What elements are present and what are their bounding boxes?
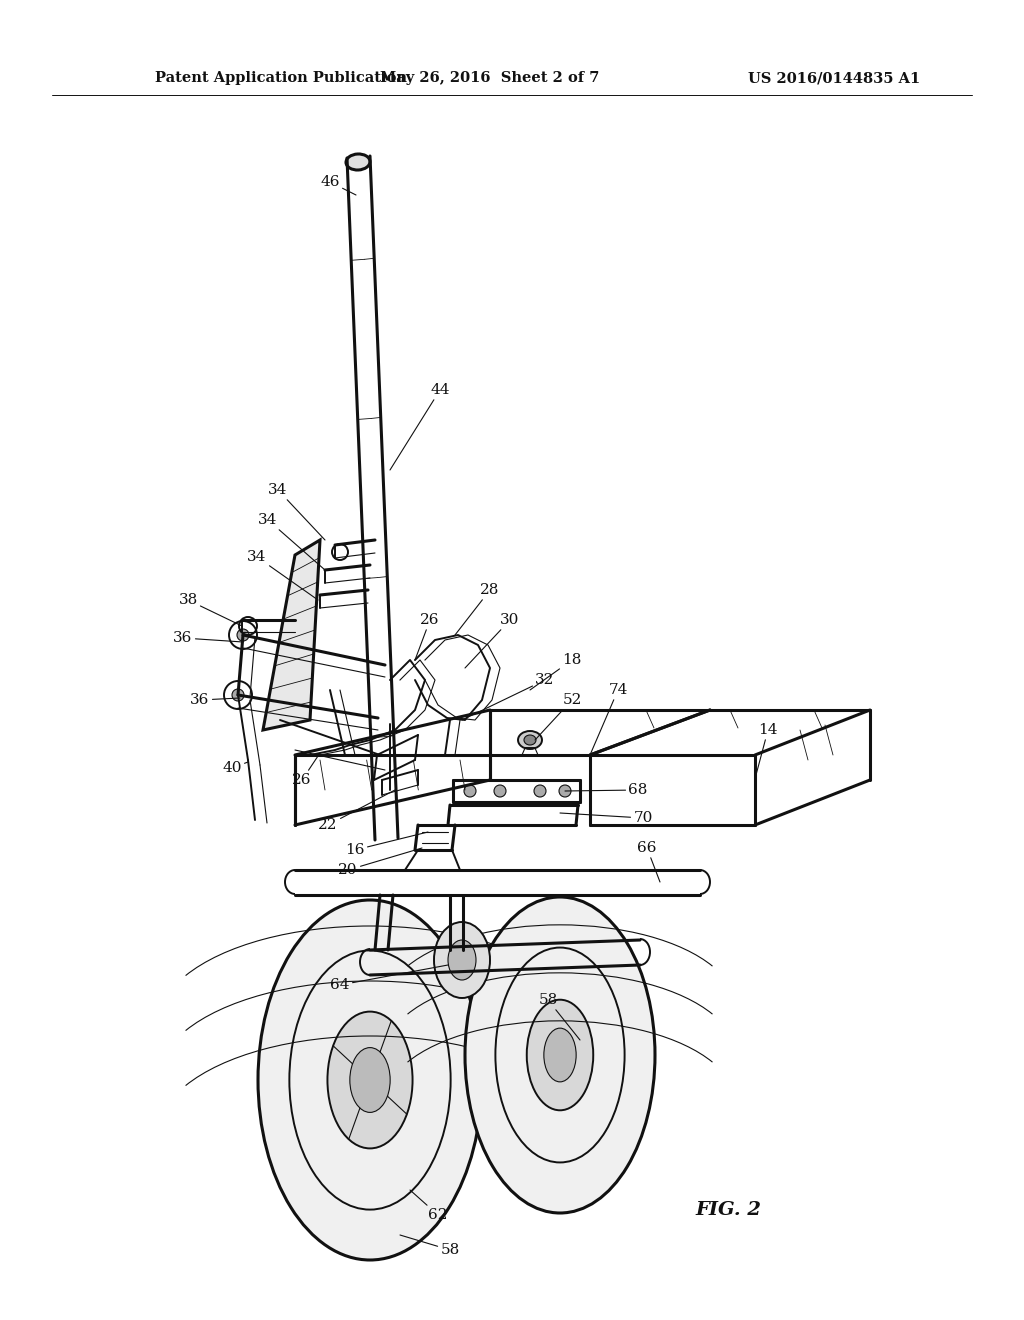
Ellipse shape	[434, 921, 490, 998]
Text: 68: 68	[565, 783, 648, 797]
Text: 36: 36	[173, 631, 243, 645]
Text: 34: 34	[248, 550, 318, 601]
Text: 58: 58	[400, 1236, 460, 1257]
Text: 26: 26	[415, 612, 439, 660]
Circle shape	[237, 630, 249, 642]
Text: Patent Application Publication: Patent Application Publication	[155, 71, 407, 84]
Ellipse shape	[328, 1011, 413, 1148]
Ellipse shape	[526, 999, 593, 1110]
Text: 36: 36	[190, 693, 240, 708]
Text: 38: 38	[178, 593, 242, 626]
Ellipse shape	[449, 940, 476, 979]
Ellipse shape	[544, 1028, 577, 1082]
Text: May 26, 2016  Sheet 2 of 7: May 26, 2016 Sheet 2 of 7	[380, 71, 600, 84]
Text: 28: 28	[455, 583, 500, 635]
Polygon shape	[263, 540, 319, 730]
Ellipse shape	[346, 154, 370, 170]
Text: 74: 74	[590, 682, 628, 755]
Text: US 2016/0144835 A1: US 2016/0144835 A1	[748, 71, 920, 84]
Text: 34: 34	[268, 483, 325, 540]
Circle shape	[464, 785, 476, 797]
Ellipse shape	[350, 1048, 390, 1113]
Circle shape	[494, 785, 506, 797]
Text: 62: 62	[410, 1191, 447, 1222]
Text: 14: 14	[756, 723, 778, 775]
Text: 18: 18	[530, 653, 582, 690]
Text: 34: 34	[258, 513, 325, 570]
Text: 30: 30	[465, 612, 520, 668]
Text: 66: 66	[637, 841, 660, 882]
Ellipse shape	[518, 731, 542, 748]
Text: 16: 16	[345, 832, 428, 857]
Text: 44: 44	[390, 383, 450, 470]
Text: 40: 40	[222, 762, 248, 775]
Text: 26: 26	[292, 752, 319, 787]
Text: 64: 64	[331, 965, 449, 993]
Circle shape	[232, 689, 244, 701]
Text: 58: 58	[539, 993, 580, 1040]
Circle shape	[534, 785, 546, 797]
Text: 32: 32	[462, 673, 555, 719]
Ellipse shape	[258, 900, 482, 1261]
Ellipse shape	[524, 735, 536, 744]
Text: FIG. 2: FIG. 2	[695, 1201, 761, 1218]
Ellipse shape	[465, 898, 655, 1213]
Text: 70: 70	[560, 810, 652, 825]
Text: 20: 20	[338, 847, 422, 876]
Text: 22: 22	[318, 789, 395, 832]
Text: 46: 46	[321, 176, 356, 195]
Circle shape	[559, 785, 571, 797]
Text: 52: 52	[535, 693, 582, 741]
